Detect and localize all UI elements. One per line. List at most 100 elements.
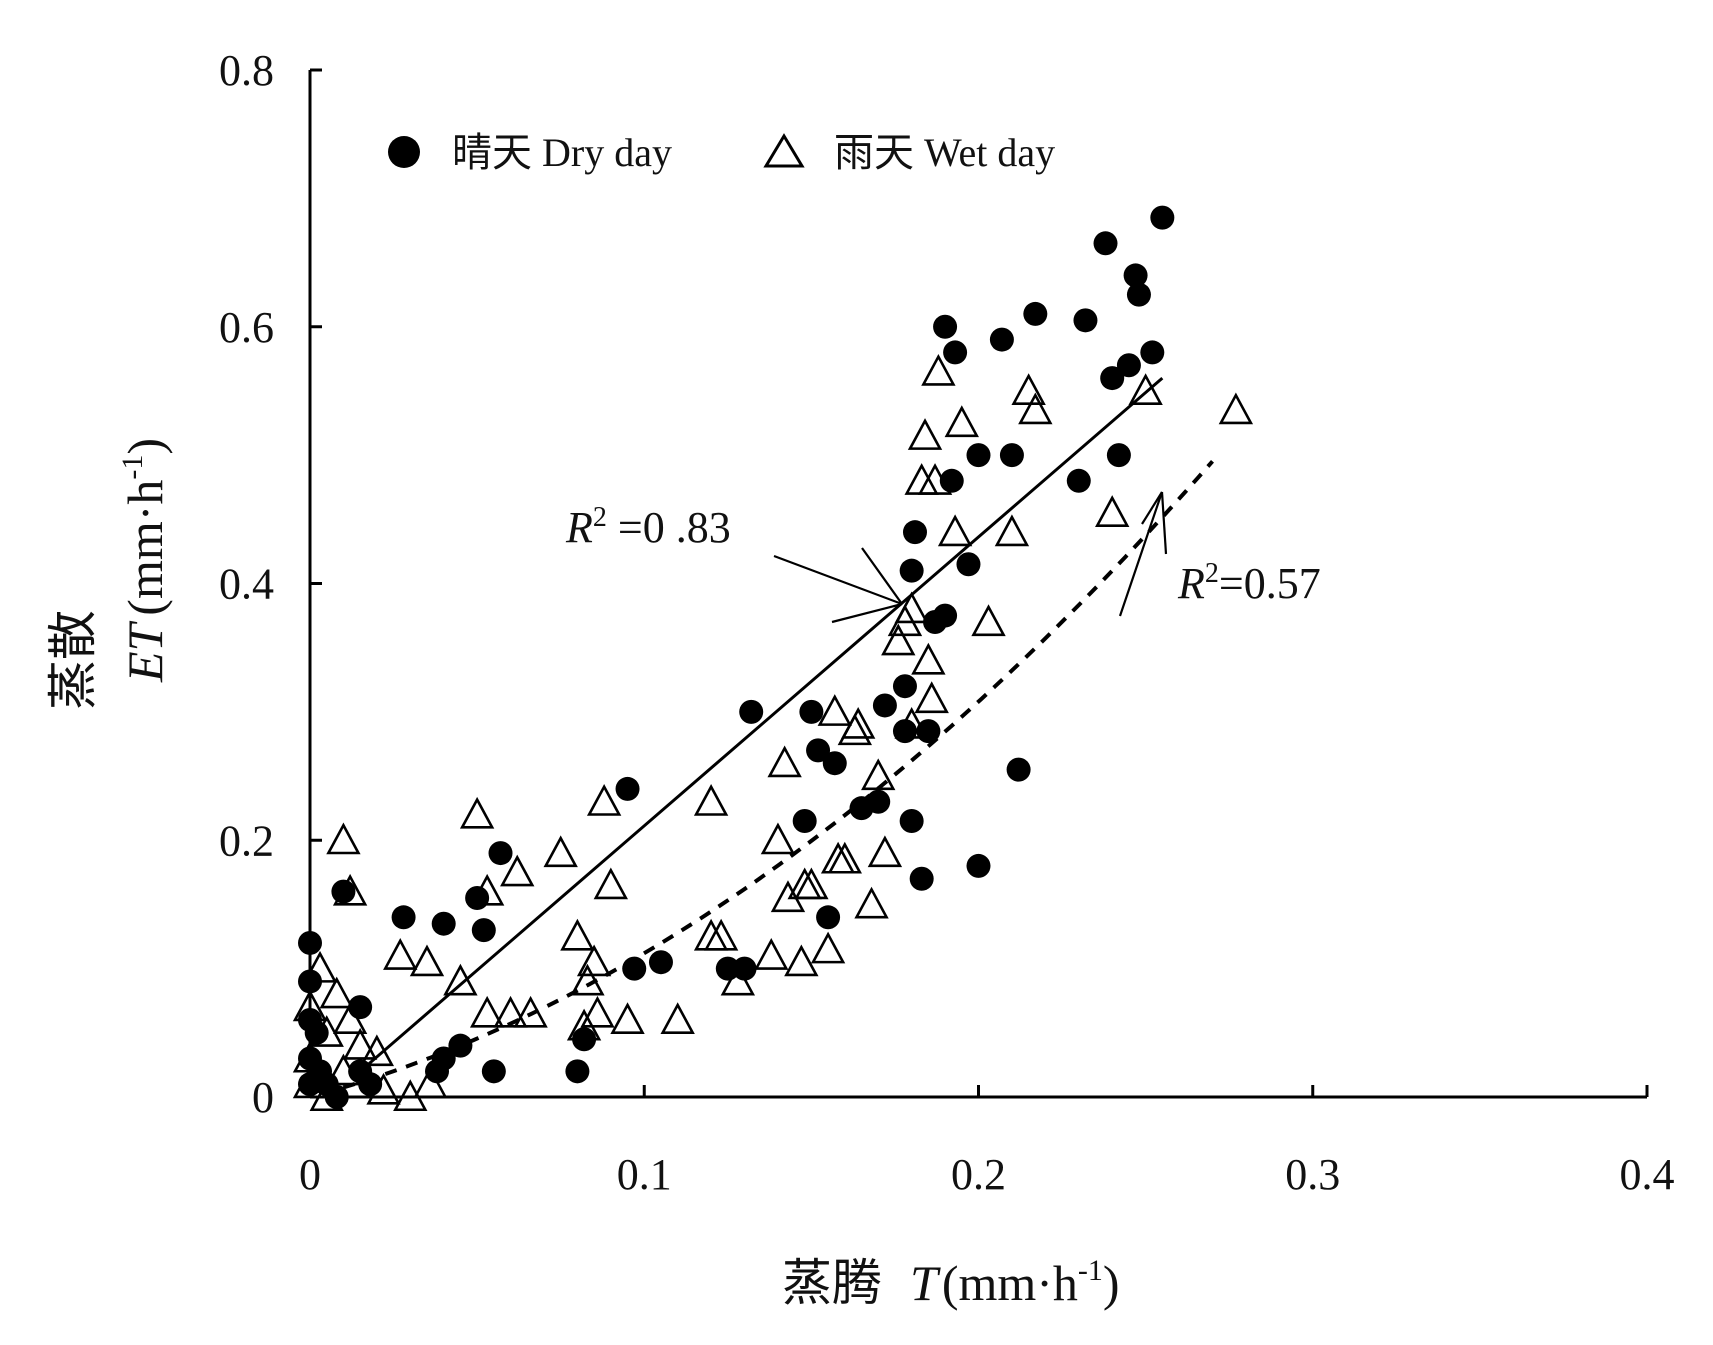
point-dry-day (899, 558, 924, 583)
point-dry-day (1126, 282, 1151, 307)
point-wet-day (911, 642, 946, 675)
point-dry-day (648, 950, 673, 975)
point-dry-day (1023, 301, 1048, 326)
point-dry-day (391, 905, 416, 930)
point-wet-day (459, 796, 495, 829)
point-wet-day (326, 1053, 361, 1086)
point-dry-day (799, 699, 824, 724)
legend-label-wet-day: 雨天 Wet day (834, 130, 1055, 175)
annotation-r2-wet-var: R (1177, 559, 1205, 608)
point-wet-day (840, 706, 876, 739)
point-wet-day (693, 784, 729, 816)
x-tick-label: 0.4 (1620, 1150, 1675, 1199)
point-dry-day (806, 738, 831, 763)
data-points (292, 205, 1254, 1112)
point-dry-day (1093, 231, 1118, 256)
annotation-arrow-dry-line2 (831, 602, 903, 624)
point-dry-day (615, 776, 640, 801)
point-wet-day (937, 514, 973, 547)
y-tick-label: 0.6 (219, 303, 274, 352)
y-tick-label: 0.4 (219, 560, 274, 609)
svg-text:ET(mm·h-1): ET(mm·h-1) (116, 438, 173, 683)
point-wet-day (881, 623, 916, 656)
legend-marker-wet-day (763, 133, 805, 168)
x-axis-title-unit: (mm·h (942, 1255, 1078, 1311)
point-dry-day (739, 699, 764, 724)
point-dry-day (488, 841, 513, 866)
point-dry-day (732, 956, 757, 981)
legend-label-dry-day: 晴天 Dry day (452, 130, 672, 175)
point-wet-day (543, 835, 578, 868)
point-wet-day (660, 1002, 695, 1035)
annotation-arrow-wet-line3 (1160, 491, 1168, 555)
point-wet-day (319, 976, 354, 1009)
point-wet-day (443, 963, 478, 996)
point-wet-day (894, 706, 929, 739)
point-wet-day (1128, 373, 1163, 405)
point-dry-day (899, 808, 924, 833)
point-dry-day (1006, 757, 1031, 782)
point-wet-day (326, 822, 361, 855)
point-dry-day (866, 789, 891, 814)
x-axis-title-exp: -1 (1078, 1254, 1103, 1287)
point-wet-day (854, 886, 889, 919)
point-wet-day (861, 758, 896, 791)
point-wet-day (366, 1072, 401, 1105)
x-ticks: 0 0.1 0.2 0.3 0.4 (299, 1085, 1675, 1199)
point-wet-day (827, 841, 862, 874)
x-axis-title-cn: 蒸腾 (782, 1255, 882, 1311)
point-dry-day (565, 1059, 590, 1084)
point-wet-day (914, 681, 949, 714)
point-wet-day (292, 1066, 328, 1099)
y-axis-title-cn: 蒸散 (45, 610, 101, 710)
point-dry-day (872, 693, 897, 718)
point-wet-day (907, 418, 943, 450)
point-wet-day (971, 604, 1006, 637)
annotation-r2-wet-sup: 2 (1205, 558, 1219, 589)
point-dry-day (822, 751, 847, 776)
annotation-arrow-dry-line3 (861, 547, 903, 605)
point-wet-day (867, 835, 903, 868)
point-wet-day (994, 514, 1030, 547)
y-tick-label: 0.2 (219, 816, 274, 865)
point-wet-day (332, 873, 368, 906)
fit-line-wet-day (342, 459, 1214, 1090)
x-tick-label: 0.2 (951, 1150, 1006, 1199)
point-dry-day (966, 443, 991, 468)
point-dry-day (304, 1020, 329, 1045)
point-dry-day (622, 956, 647, 981)
fit-lines (342, 376, 1214, 1090)
point-wet-day (760, 822, 796, 855)
point-dry-day (324, 1085, 349, 1109)
point-dry-day (816, 905, 841, 930)
annotation-r2-dry: R2 =0 .83 (565, 502, 903, 624)
point-dry-day (792, 808, 817, 833)
point-wet-day (383, 938, 418, 970)
point-dry-day (1140, 340, 1165, 365)
point-wet-day (359, 1034, 395, 1067)
point-wet-day (560, 918, 595, 951)
point-dry-day (481, 1059, 506, 1084)
point-wet-day (586, 784, 622, 816)
point-wet-day (570, 963, 605, 996)
y-axis-title: 蒸散 ET(mm·h-1) (45, 438, 173, 710)
point-dry-day (989, 327, 1014, 352)
point-wet-day (1011, 373, 1046, 405)
point-wet-day (580, 995, 615, 1028)
point-wet-day (610, 1002, 645, 1035)
point-dry-day (909, 866, 934, 891)
point-dry-day (1116, 353, 1141, 378)
point-dry-day (431, 911, 456, 936)
point-dry-day (425, 1059, 450, 1084)
point-dry-day (1123, 263, 1148, 288)
svg-text:R2 =0 .83: R2 =0 .83 (565, 502, 731, 552)
point-wet-day (817, 694, 852, 726)
point-dry-day (1150, 205, 1175, 230)
point-wet-day (810, 931, 846, 964)
point-wet-day (921, 353, 956, 386)
point-wet-day (413, 1066, 448, 1099)
point-wet-day (309, 1079, 344, 1112)
point-dry-day (943, 340, 968, 365)
point-wet-day (894, 591, 929, 624)
